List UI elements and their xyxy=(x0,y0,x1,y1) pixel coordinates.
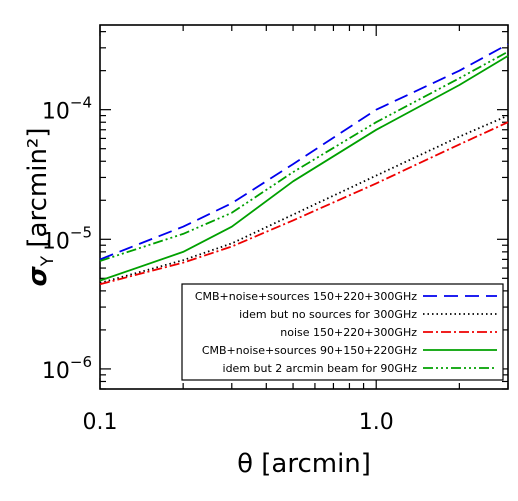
legend-entry-label: noise 150+220+300GHz xyxy=(280,326,417,339)
plot-frame xyxy=(99,24,509,390)
axis-ticks: 0.1 1.010−610−510−4 xyxy=(42,25,509,435)
legend-entry-label: CMB+noise+sources 90+150+220GHz xyxy=(202,344,417,357)
series-layer xyxy=(99,43,509,286)
y-axis-label: σY [arcmin²] xyxy=(23,128,58,287)
y-axis-label-symbol: σ xyxy=(23,266,53,287)
y-tick-label: 10−5 xyxy=(42,223,92,254)
y-tick-label-base: 10 xyxy=(42,359,70,384)
y-tick-label-base: 10 xyxy=(42,100,70,125)
series-line-4 xyxy=(99,55,509,282)
y-axis-label-unit: [arcmin²] xyxy=(23,128,53,256)
x-axis-label: θ [arcmin] xyxy=(237,449,371,479)
x-tick-label: 1.0 xyxy=(359,410,394,435)
legend-entry-label: CMB+noise+sources 150+220+300GHz xyxy=(195,290,417,303)
y-axis-label-subscript: Y xyxy=(38,255,58,267)
series-line-5 xyxy=(99,50,509,262)
series-line-3 xyxy=(99,121,509,286)
y-tick-label: 10−4 xyxy=(42,94,92,125)
legend-entry-label: idem but 2 arcmin beam for 90GHz xyxy=(223,362,418,375)
y-tick-label: 10−6 xyxy=(42,353,92,384)
legend: CMB+noise+sources 150+220+300GHz idem but… xyxy=(181,283,504,381)
y-tick-label-base: 10 xyxy=(42,229,70,254)
x-tick-label: 0.1 xyxy=(83,410,118,435)
y-tick-label-exponent: −6 xyxy=(70,353,92,371)
y-tick-label-exponent: −5 xyxy=(70,223,92,241)
series-line-1 xyxy=(99,43,509,261)
legend-entry-label: idem but no sources for 300GHz xyxy=(239,308,417,321)
series-line-2 xyxy=(99,114,509,284)
y-tick-label-exponent: −4 xyxy=(70,94,92,112)
